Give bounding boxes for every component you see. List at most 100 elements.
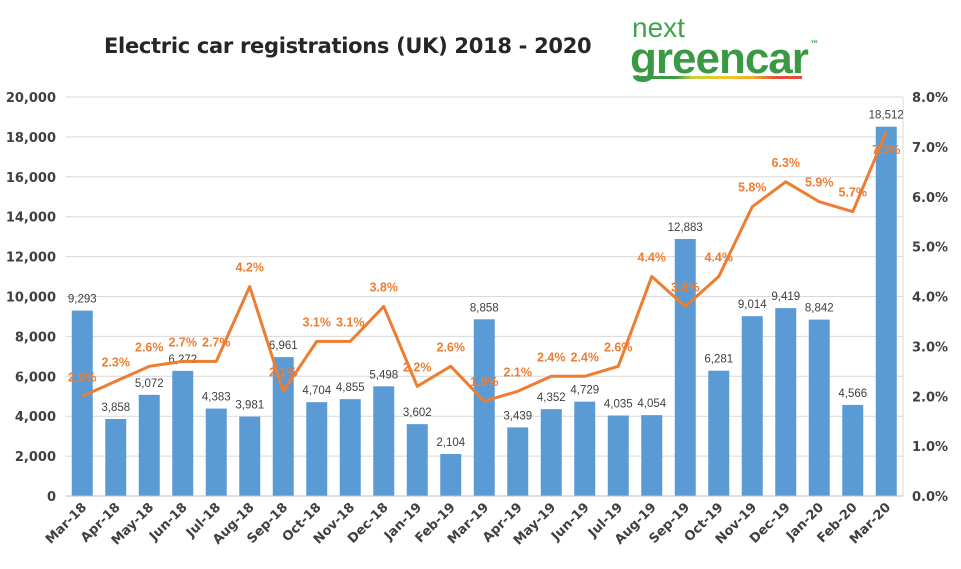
bar-value-label: 3,981 [235, 400, 264, 412]
nextgreencar-logo: next greencar ™ [630, 10, 830, 85]
bar-value-label: 4,035 [604, 399, 633, 411]
y-right-tick-label: 2.0% [912, 390, 948, 405]
logo-trademark: ™ [810, 40, 819, 50]
bar-value-label: 18,512 [869, 110, 904, 122]
bar-value-label: 9,419 [771, 291, 800, 303]
line-value-label: 4.4% [705, 251, 734, 265]
y-right-tick-label: 5.0% [912, 241, 948, 256]
line-value-label: 2.4% [537, 350, 566, 364]
bar-May-19 [540, 409, 562, 496]
line-value-label: 1.9% [470, 375, 499, 389]
bar-Mar-20 [875, 126, 897, 496]
y-left-tick-label: 4,000 [15, 410, 56, 425]
line-value-label: 2.6% [135, 340, 164, 354]
bar-value-label: 12,883 [668, 222, 703, 234]
bar-value-label: 4,855 [336, 382, 365, 394]
logo-color-bar [634, 76, 802, 79]
line-value-label: 3.8% [370, 280, 399, 294]
line-value-label: 2.1% [269, 365, 298, 379]
bar-value-label: 4,566 [838, 388, 867, 400]
y-right-tick-label: 8.0% [912, 91, 948, 106]
bar-value-label: 8,842 [805, 303, 834, 315]
bar-Apr-19 [507, 427, 529, 496]
bar-Aug-18 [239, 416, 261, 496]
bar-Oct-18 [306, 402, 328, 496]
bar-value-label: 4,352 [537, 392, 566, 404]
line-value-label: 2.6% [437, 340, 466, 354]
y-left-tick-label: 12,000 [6, 251, 56, 266]
y-right-tick-label: 4.0% [912, 291, 948, 306]
y-left-tick-label: 0 [47, 490, 56, 505]
line-value-label: 3.1% [303, 315, 332, 329]
y-left-tick-label: 10,000 [6, 291, 56, 306]
bar-value-label: 3,439 [503, 410, 532, 422]
bar-Sep-18 [272, 357, 294, 496]
y-right-tick-label: 0.0% [912, 490, 948, 505]
bar-value-label: 5,072 [135, 378, 164, 390]
bar-Feb-20 [842, 404, 864, 496]
line-value-label: 3.1% [336, 315, 365, 329]
bar-value-label: 3,602 [403, 407, 432, 419]
bar-Jun-18 [172, 370, 194, 496]
bar-Dec-19 [775, 308, 797, 496]
bar-Mar-19 [473, 319, 495, 496]
logo-text-greencar: greencar [630, 34, 809, 83]
line-value-label: 2.3% [102, 355, 131, 369]
y-left-tick-label: 2,000 [15, 450, 56, 465]
y-right-tick-label: 6.0% [912, 191, 948, 206]
bar-Sep-19 [674, 238, 696, 497]
line-value-label: 2.6% [604, 340, 633, 354]
y-right-tick-label: 1.0% [912, 440, 948, 455]
bar-value-label: 4,729 [570, 385, 599, 397]
line-value-label: 2.0% [68, 370, 97, 384]
bar-Jan-19 [406, 424, 428, 496]
y-right-tick-label: 7.0% [912, 141, 948, 156]
line-value-label: 2.4% [571, 350, 600, 364]
bar-Jul-18 [205, 408, 227, 496]
line-value-label: 4.4% [638, 251, 667, 265]
y-left-tick-label: 14,000 [6, 211, 56, 226]
bar-value-label: 8,858 [470, 302, 499, 314]
bar-Oct-19 [708, 370, 730, 496]
bar-Apr-18 [105, 419, 127, 496]
bar-value-label: 4,054 [637, 398, 666, 410]
bar-Jan-20 [808, 319, 830, 496]
y-left-tick-label: 18,000 [6, 131, 56, 146]
bar-Nov-19 [741, 316, 763, 496]
line-value-label: 2.7% [169, 335, 198, 349]
bar-value-label: 9,293 [68, 294, 97, 306]
bar-Aug-19 [641, 415, 663, 496]
line-value-label: 6.3% [772, 156, 801, 170]
line-value-label: 5.9% [805, 176, 834, 190]
line-value-label: 2.2% [403, 360, 432, 374]
bar-value-label: 9,014 [738, 299, 767, 311]
bar-Dec-18 [373, 386, 395, 496]
bar-value-label: 6,281 [704, 354, 733, 366]
bar-value-label: 6,961 [269, 340, 298, 352]
bar-Feb-19 [440, 454, 462, 496]
line-value-label: 2.1% [504, 365, 533, 379]
bar-value-label: 4,383 [202, 392, 231, 404]
logo-text-next: next [632, 12, 685, 43]
chart-title: Electric car registrations (UK) 2018 - 2… [104, 34, 592, 58]
y-left-tick-label: 20,000 [6, 91, 56, 106]
line-value-label: 5.7% [839, 186, 868, 200]
line-value-label: 3.8% [671, 280, 700, 294]
bar-Mar-18 [71, 310, 93, 496]
bar-Jun-19 [574, 401, 596, 496]
y-left-tick-label: 8,000 [15, 330, 56, 345]
y-right-tick-label: 3.0% [912, 340, 948, 355]
line-value-label: 4.2% [236, 261, 265, 275]
line-value-label: 7.3% [872, 143, 901, 157]
line-value-label: 2.7% [202, 335, 231, 349]
y-left-tick-label: 6,000 [15, 370, 56, 385]
y-left-tick-label: 16,000 [6, 171, 56, 186]
bar-Nov-18 [339, 399, 361, 496]
bar-value-label: 3,858 [101, 402, 130, 414]
bar-May-18 [138, 394, 160, 496]
line-value-label: 5.8% [738, 181, 767, 195]
bar-value-label: 4,704 [302, 385, 331, 397]
bar-value-label: 2,104 [436, 437, 465, 449]
bar-Jul-19 [607, 415, 629, 496]
